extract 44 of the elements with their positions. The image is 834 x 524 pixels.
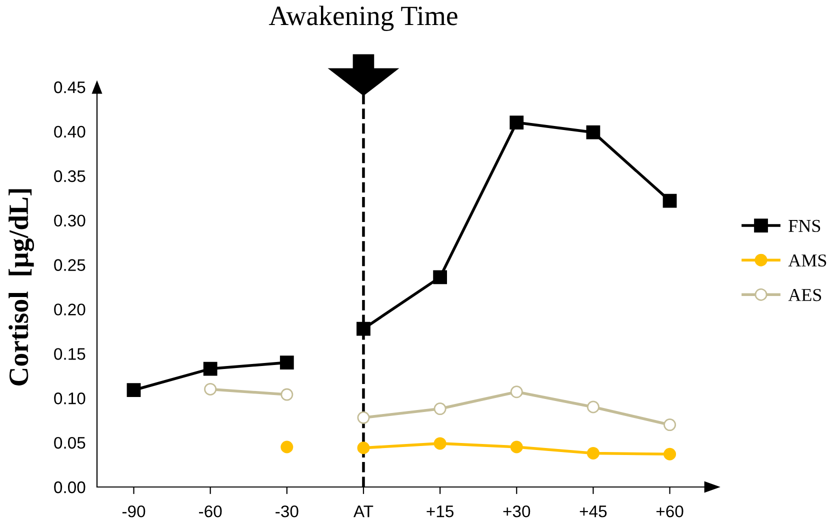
- legend-label: AES: [788, 288, 822, 302]
- x-tick-label: +15: [426, 506, 454, 518]
- point: [510, 386, 523, 398]
- y-tick-label: 0.15: [54, 348, 86, 360]
- point: [434, 402, 446, 416]
- y-tick-label: 0.45: [54, 81, 86, 94]
- y-tick-label: 0.30: [54, 214, 86, 227]
- point: [126, 383, 141, 398]
- y-tick-label: 0.35: [54, 170, 86, 182]
- y-tick-label: 0.00: [54, 481, 86, 494]
- point: [203, 362, 218, 376]
- x-tick-label: -30: [276, 505, 298, 518]
- legend-label: AMS: [788, 254, 826, 267]
- point: [204, 382, 217, 396]
- y-tick-label: 0.20: [54, 304, 86, 316]
- point: [586, 125, 600, 140]
- x-tick-label: +45: [580, 506, 607, 518]
- ref-line-label: Awakening Time: [268, 6, 458, 31]
- y-tick-label: 0.10: [54, 392, 86, 404]
- y-tick-label: 0.40: [54, 126, 86, 138]
- point: [433, 270, 447, 284]
- point: [280, 440, 294, 454]
- y-axis-title: Cortisol [µg/dL]: [8, 189, 34, 386]
- x-tick-label: +60: [656, 505, 684, 518]
- point: [510, 440, 523, 454]
- point: [662, 194, 677, 208]
- point: [586, 446, 600, 460]
- point: [357, 411, 370, 424]
- x-tick-label: -90: [122, 505, 146, 518]
- legend-label: FNS: [788, 220, 820, 232]
- point: [434, 437, 446, 450]
- point: [280, 356, 294, 370]
- x-tick-label: +30: [503, 505, 530, 518]
- point: [510, 116, 524, 130]
- x-tick-label: AT: [353, 506, 374, 518]
- point: [664, 418, 676, 432]
- y-tick-label: 0.05: [54, 436, 86, 449]
- y-tick-label: 0.25: [54, 259, 86, 271]
- point: [586, 400, 600, 414]
- point: [280, 388, 294, 401]
- point: [357, 442, 370, 454]
- x-tick-label: -60: [199, 505, 222, 518]
- point: [356, 322, 370, 336]
- point: [664, 448, 676, 460]
